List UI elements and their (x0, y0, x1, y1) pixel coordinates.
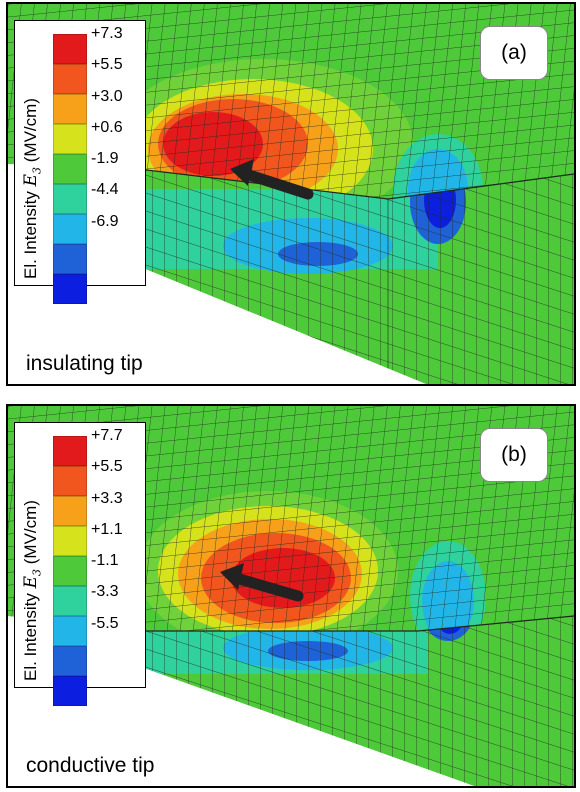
legend-tick: -5.5 (91, 614, 119, 632)
color-legend-a: El. Intensity E3 (MV/cm) +7.3 +5.5 +3.0 … (14, 20, 146, 304)
arrow-indicator-b (220, 563, 304, 602)
panel-label-a: (a) (480, 26, 548, 80)
legend-tick: +3.3 (91, 489, 123, 507)
legend-swatches-b (53, 436, 87, 706)
legend-tick: -1.9 (91, 150, 119, 168)
legend-tick: +5.5 (91, 458, 123, 476)
legend-title-b: El. Intensity E3 (MV/cm) (21, 500, 44, 681)
panel-b: El. Intensity E3 (MV/cm) +7.7 +5.5 +3.3 … (6, 404, 576, 788)
legend-tick: +0.6 (91, 118, 123, 136)
arrow-indicator-a (230, 159, 314, 200)
legend-ticks-a: +7.3 +5.5 +3.0 +0.6 -1.9 -4.4 -6.9 (91, 25, 123, 245)
legend-title-a: El. Intensity E3 (MV/cm) (21, 98, 44, 279)
legend-tick: +7.7 (91, 427, 123, 444)
caption-a: insulating tip (26, 352, 143, 375)
legend-tick: +1.1 (91, 520, 123, 538)
color-legend-b: El. Intensity E3 (MV/cm) +7.7 +5.5 +3.3 … (14, 422, 146, 706)
legend-tick: -4.4 (91, 181, 119, 199)
legend-swatches-a (53, 34, 87, 304)
legend-tick: -3.3 (91, 583, 119, 601)
caption-b: conductive tip (26, 754, 155, 777)
legend-tick: -6.9 (91, 212, 119, 230)
panel-a: El. Intensity E3 (MV/cm) +7.3 +5.5 +3.0 … (6, 2, 576, 386)
legend-tick: +7.3 (91, 25, 123, 42)
legend-tick: -1.1 (91, 552, 119, 570)
legend-tick: +5.5 (91, 56, 123, 74)
legend-ticks-b: +7.7 +5.5 +3.3 +1.1 -1.1 -3.3 -5.5 (91, 427, 123, 647)
legend-tick: +3.0 (91, 87, 123, 105)
panel-label-b: (b) (480, 428, 548, 482)
